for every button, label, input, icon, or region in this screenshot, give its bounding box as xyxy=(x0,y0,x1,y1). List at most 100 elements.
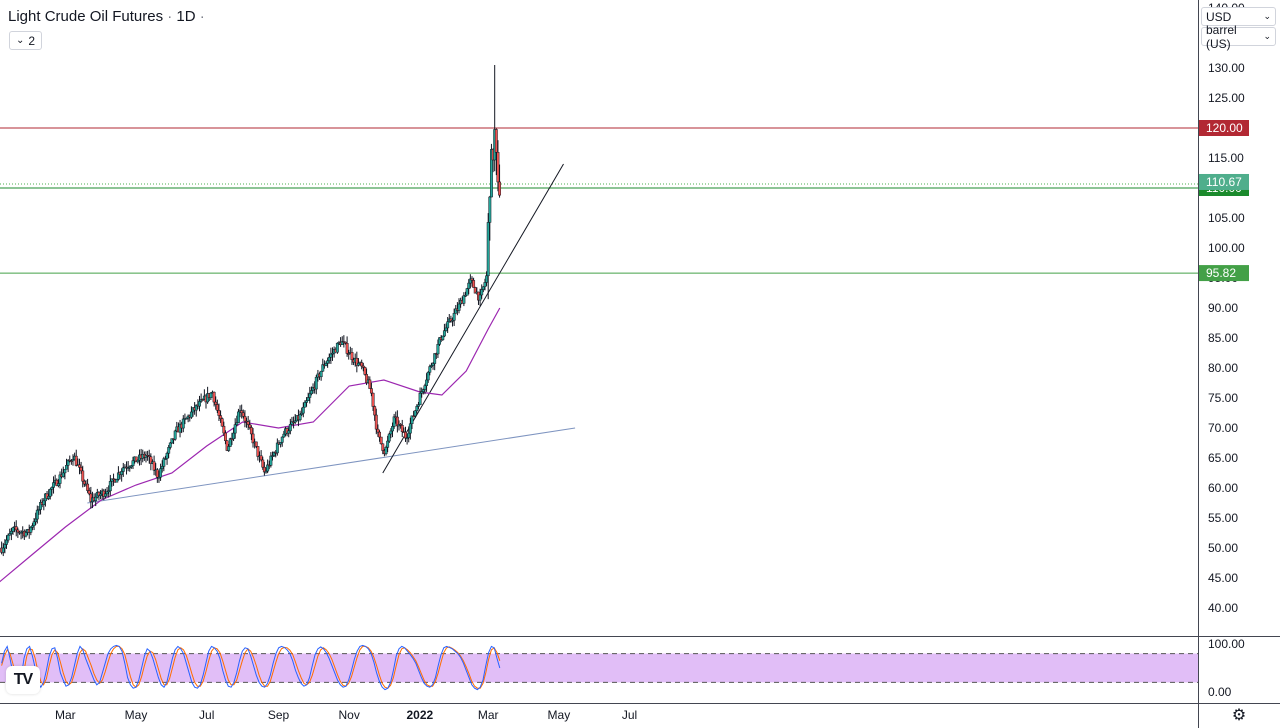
candle-body xyxy=(241,412,245,417)
candle-body xyxy=(494,129,498,153)
candle-body xyxy=(387,433,391,442)
candle-body xyxy=(465,288,469,296)
candle-body xyxy=(209,392,213,399)
candle-body xyxy=(61,472,65,477)
candle-body xyxy=(24,532,28,537)
candle-body xyxy=(219,415,223,419)
candle-body xyxy=(198,401,201,407)
price-tick-label: 55.00 xyxy=(1208,511,1238,525)
indicators-toggle-button[interactable]: ⌄ 2 xyxy=(9,31,43,50)
candle-body xyxy=(236,411,240,423)
candle-body xyxy=(326,360,330,364)
candle-body xyxy=(261,459,265,468)
candle-body xyxy=(152,461,156,471)
candle-body xyxy=(78,464,81,468)
candle-body xyxy=(391,426,394,432)
gear-icon[interactable]: ⚙ xyxy=(1231,707,1247,724)
candle-body xyxy=(243,416,247,422)
candle-body xyxy=(363,367,367,375)
price-tick-label: 90.00 xyxy=(1208,301,1238,315)
price-tick-label: 105.00 xyxy=(1208,211,1245,225)
candle-body xyxy=(48,489,52,497)
price-tick-label: 75.00 xyxy=(1208,391,1238,405)
candle-body xyxy=(63,468,67,474)
candle-body xyxy=(376,428,380,433)
candle-body xyxy=(498,181,502,196)
candle-body xyxy=(34,518,38,523)
time-tick-label: Jul xyxy=(622,708,637,722)
candle-body xyxy=(287,430,291,434)
candle-body xyxy=(159,468,163,478)
candle-body xyxy=(222,425,226,434)
oscillator-pane xyxy=(0,644,1198,691)
interval-label: 1D xyxy=(176,8,196,25)
candle-body xyxy=(282,433,286,438)
level-price-label: 95.82 xyxy=(1206,266,1236,280)
candle-body xyxy=(457,303,461,311)
candle-body xyxy=(436,344,440,355)
candle-body xyxy=(425,379,429,386)
candle-body xyxy=(232,432,236,440)
candle-body xyxy=(298,414,302,421)
candle-body xyxy=(280,436,284,443)
price-pane xyxy=(0,65,1198,583)
candle-body xyxy=(103,493,107,497)
candle-body xyxy=(3,544,7,549)
candle-body xyxy=(381,443,385,451)
candle-body xyxy=(249,427,253,435)
candle-body xyxy=(82,480,86,485)
logo-text: TV xyxy=(13,671,33,688)
candle-body xyxy=(413,410,417,417)
indicator-count: 2 xyxy=(28,33,36,48)
time-tick-label: Jul xyxy=(199,708,214,722)
candle-body xyxy=(433,353,437,364)
candle-body xyxy=(480,289,484,296)
candle-body xyxy=(464,295,467,297)
title-separator: · xyxy=(167,8,173,25)
candle-body xyxy=(9,531,13,534)
unit-select[interactable]: barrel (US) ⌄ xyxy=(1201,23,1276,51)
candle-body xyxy=(58,474,62,484)
oscillator-tick-label: 100.00 xyxy=(1208,637,1245,651)
candle-body xyxy=(50,487,54,490)
candle-body xyxy=(410,415,414,425)
candle-body xyxy=(251,433,255,444)
candle-body xyxy=(42,500,46,505)
candle-body xyxy=(220,418,224,427)
candle-body xyxy=(392,416,396,427)
price-tick-label: 100.00 xyxy=(1208,241,1245,255)
candle-body xyxy=(217,410,221,416)
currency-select[interactable]: USD ⌄ xyxy=(1201,7,1276,26)
candle-body xyxy=(233,424,237,434)
tradingview-logo-icon[interactable]: TV xyxy=(6,666,40,694)
candle-body xyxy=(47,496,51,499)
candle-body xyxy=(212,391,216,403)
candle-body xyxy=(14,526,18,531)
candle-body xyxy=(246,421,250,425)
candle-body xyxy=(327,357,331,361)
candle-body xyxy=(248,424,252,428)
candle-body xyxy=(6,534,10,541)
candle-body xyxy=(173,430,177,440)
last-price-label-bg xyxy=(1199,173,1249,190)
candle-body xyxy=(108,481,112,492)
candle-body xyxy=(478,294,482,301)
candle-body xyxy=(428,366,432,373)
candle-body xyxy=(384,447,388,455)
candle-body xyxy=(35,509,39,520)
candle-body xyxy=(408,423,412,434)
candle-body xyxy=(214,401,218,405)
level-price-label-bg xyxy=(1199,265,1249,282)
candle-body xyxy=(165,453,169,459)
candle-body xyxy=(483,282,487,288)
candle-body xyxy=(373,406,377,416)
price-tick-label: 80.00 xyxy=(1208,361,1238,375)
candle-body xyxy=(121,467,125,472)
candle-body xyxy=(306,397,310,401)
chevron-down-icon: ⌄ xyxy=(1263,31,1271,41)
candle-body xyxy=(87,490,91,495)
symbol-name: Light Crude Oil Futures xyxy=(8,8,164,25)
